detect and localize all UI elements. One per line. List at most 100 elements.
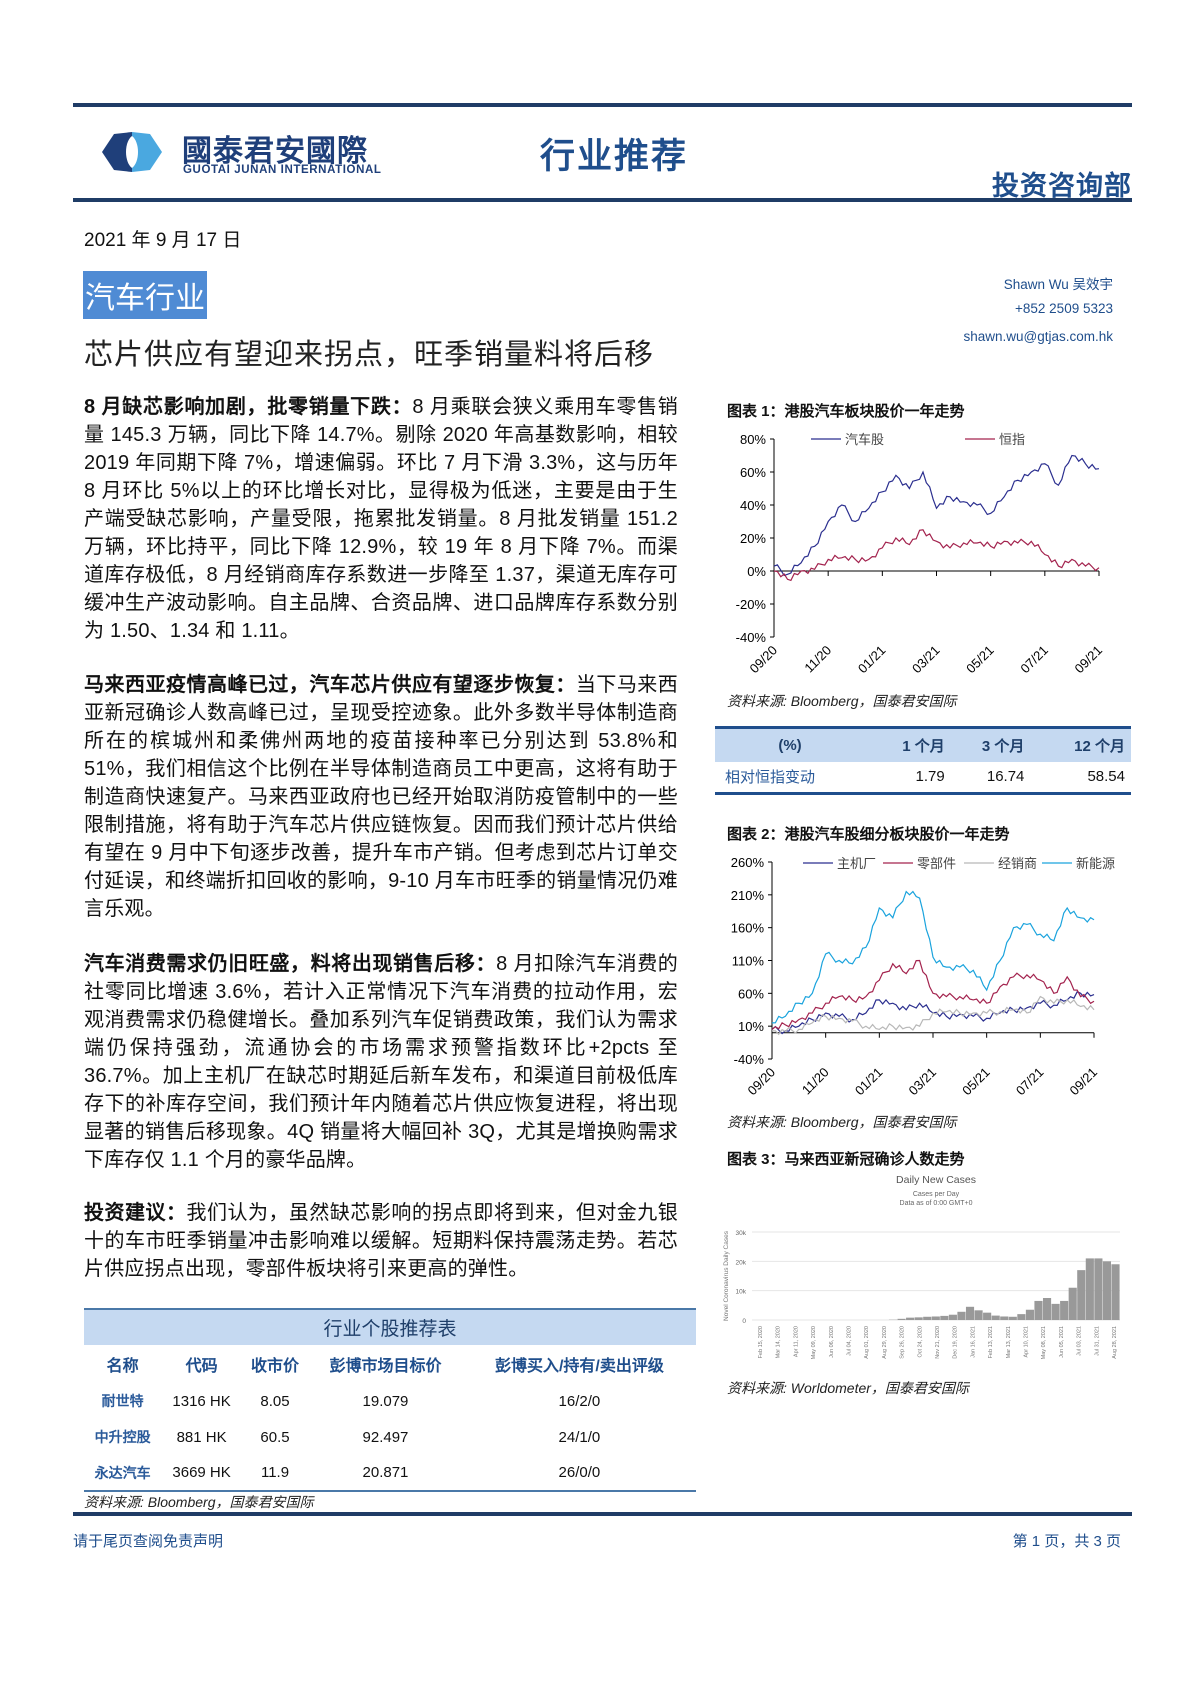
x-tick-label: 01/21 bbox=[855, 643, 889, 677]
legend-label: 汽车股 bbox=[845, 432, 884, 447]
case-bar bbox=[1051, 1303, 1060, 1320]
case-bar bbox=[931, 1316, 940, 1320]
logo-mark-icon bbox=[102, 132, 162, 172]
x-tick-label: 03/21 bbox=[909, 643, 943, 677]
case-bar bbox=[1034, 1300, 1043, 1320]
x-tick-label: 01/21 bbox=[852, 1065, 886, 1099]
y-tick-label: 110% bbox=[732, 954, 765, 969]
logo-english-name: GUOTAI JUNAN INTERNATIONAL bbox=[183, 164, 382, 176]
table-row: 永达汽车 3669 HK 11.9 20.871 26/0/0 bbox=[84, 1455, 696, 1491]
case-bar bbox=[923, 1316, 932, 1320]
stock-code: 881 HK bbox=[176, 1428, 227, 1446]
x-tick-label: 09/21 bbox=[1072, 643, 1106, 677]
table-row: 耐世特 1316 HK 8.05 19.079 16/2/0 bbox=[84, 1383, 696, 1419]
case-bar bbox=[1077, 1270, 1086, 1320]
x-tick-label: Oct 24, 2020 bbox=[917, 1326, 923, 1358]
x-tick-label: Jun 06, 2020 bbox=[829, 1326, 835, 1358]
paragraph-lead: 马来西亚疫情高峰已过，汽车芯片供应有望逐步恢复： bbox=[84, 674, 576, 696]
disclaimer-note[interactable]: 请于尾页查阅免责声明 bbox=[73, 1533, 224, 1550]
headline: 芯片供应有望迎来拐点，旺季销量料将后移 bbox=[84, 339, 655, 371]
chart1-source: 资料来源: Bloomberg，国泰君安国际 bbox=[727, 693, 957, 709]
case-bar bbox=[906, 1317, 915, 1320]
x-tick-label: Mar 14, 2020 bbox=[776, 1326, 782, 1358]
col-header: 12 个月 bbox=[1024, 727, 1131, 762]
y-tick-label: -40% bbox=[736, 630, 767, 645]
legend-label: 新能源 bbox=[1076, 856, 1115, 871]
relative-performance-table: (%) 1 个月 3 个月 12 个月 相对恒指变动 1.79 16.74 58… bbox=[715, 726, 1131, 795]
paragraph-text: 我们认为，虽然缺芯影响的拐点即将到来，但对金九银十的车市旺季销量冲击影响难以缓解… bbox=[84, 1202, 678, 1280]
case-bar bbox=[940, 1315, 949, 1320]
close-price: 11.9 bbox=[260, 1464, 290, 1481]
x-tick-label: Dec 19, 2020 bbox=[953, 1326, 959, 1359]
department: 投资咨询部 bbox=[992, 171, 1132, 201]
case-bar bbox=[897, 1318, 906, 1320]
stock-recommendation-table: 行业个股推荐表 名称 代码 收市价 彭博市场目标价 彭博买入/持有/卖出评级 耐… bbox=[84, 1308, 696, 1492]
case-bar bbox=[1042, 1298, 1052, 1320]
x-tick-label: 05/21 bbox=[959, 1065, 993, 1099]
x-tick-label: Sep 26, 2020 bbox=[900, 1326, 906, 1359]
x-tick-label: 07/21 bbox=[1013, 1065, 1047, 1099]
case-bar bbox=[1025, 1309, 1034, 1320]
paragraph-demand: 汽车消费需求仍旧旺盛，料将出现销售后移：8 月扣除汽车消费的社零同比增速 3.6… bbox=[84, 950, 678, 1174]
rating: 26/0/0 bbox=[558, 1464, 601, 1481]
table-title: 行业个股推荐表 bbox=[84, 1309, 696, 1345]
legend-label: 经销商 bbox=[998, 856, 1037, 871]
y-tick-label: 0 bbox=[742, 1318, 746, 1325]
page-number: 第 1 页，共 3 页 bbox=[1012, 1533, 1121, 1550]
paragraph-sales: 8 月缺芯影响加剧，批零销量下跌：8 月乘联会狭义乘用车零售销量 145.3 万… bbox=[84, 393, 678, 645]
y-tick-label: 260% bbox=[731, 855, 765, 870]
y-tick-label: 10k bbox=[736, 1289, 747, 1296]
legend-label: 主机厂 bbox=[837, 856, 876, 871]
x-tick-label: May 08, 2021 bbox=[1041, 1326, 1047, 1359]
perf-1m: 1.79 bbox=[915, 768, 945, 786]
x-tick-label: Feb 13, 2021 bbox=[988, 1326, 994, 1358]
rating: 24/1/0 bbox=[558, 1428, 601, 1446]
col-header: 1 个月 bbox=[865, 727, 945, 762]
x-tick-label: May 09, 2020 bbox=[811, 1326, 817, 1359]
chart2-title: 图表 2：港股汽车股细分板块股价一年走势 bbox=[727, 826, 1010, 843]
y-tick-label: 210% bbox=[731, 888, 765, 903]
stock-code: 3669 HK bbox=[172, 1464, 231, 1481]
y-tick-label: 40% bbox=[740, 498, 766, 513]
y-tick-label: -40% bbox=[734, 1052, 765, 1067]
chart2-source: 资料来源: Bloomberg，国泰君安国际 bbox=[727, 1114, 957, 1130]
y-tick-label: 20k bbox=[736, 1259, 747, 1266]
x-tick-label: Aug 28, 2021 bbox=[1112, 1326, 1118, 1359]
stock-name: 中升控股 bbox=[94, 1429, 151, 1445]
header-rule bbox=[73, 198, 1132, 202]
x-tick-label: 11/20 bbox=[801, 643, 834, 676]
x-tick-label: 09/21 bbox=[1067, 1065, 1101, 1099]
report-type: 行业推荐 bbox=[540, 137, 689, 176]
paragraph-text: 8 月扣除汽车消费的社零同比增速 3.6%，若计入正常情况下汽车消费的拉动作用，… bbox=[84, 953, 679, 1171]
perf-row: 相对恒指变动 1.79 16.74 58.54 bbox=[715, 762, 1131, 794]
case-bar bbox=[1068, 1287, 1077, 1320]
col-header: 收市价 bbox=[251, 1358, 300, 1375]
stock-name: 耐世特 bbox=[101, 1393, 144, 1409]
chart3-svg: Daily New Cases Cases per Day Data as of 0… bbox=[723, 1174, 1120, 1359]
chart-title: Daily New Cases bbox=[896, 1174, 976, 1186]
x-tick-label: Apr 11, 2020 bbox=[793, 1326, 799, 1357]
case-bar bbox=[1111, 1264, 1120, 1320]
x-tick-label: 07/21 bbox=[1017, 643, 1051, 677]
target-price: 20.871 bbox=[362, 1464, 409, 1481]
case-bar bbox=[965, 1306, 975, 1320]
y-tick-label: 80% bbox=[740, 432, 766, 447]
author-email[interactable]: shawn.wu@gtjas.com.hk bbox=[963, 329, 1113, 344]
table-header-row: 名称 代码 收市价 彭博市场目标价 彭博买入/持有/卖出评级 bbox=[84, 1345, 696, 1383]
x-tick-label: Aug 29, 2020 bbox=[882, 1326, 888, 1359]
paragraph-lead: 8 月缺芯影响加剧，批零销量下跌： bbox=[84, 396, 413, 418]
y-axis-label: Novel Coronavirus Daily Cases bbox=[723, 1230, 730, 1321]
x-tick-label: 05/21 bbox=[963, 643, 997, 677]
x-tick-label: 11/20 bbox=[799, 1065, 832, 1098]
paragraph-text: 当下马来西亚新冠确诊人数高峰已过，呈现受控迹象。此外多数半导体制造商所在的槟城州… bbox=[84, 674, 678, 920]
col-header: 名称 bbox=[106, 1358, 139, 1375]
perf-3m: 16.74 bbox=[986, 768, 1025, 786]
y-tick-label: 60% bbox=[738, 986, 764, 1001]
legend-label: 恒指 bbox=[999, 432, 1025, 447]
col-header: 彭博买入/持有/卖出评级 bbox=[494, 1358, 664, 1375]
col-header: (%) bbox=[715, 727, 865, 762]
x-tick-label: Aug 01, 2020 bbox=[864, 1326, 870, 1359]
row-label: 相对恒指变动 bbox=[725, 769, 816, 787]
close-price: 60.5 bbox=[260, 1428, 290, 1446]
y-tick-label: 0% bbox=[747, 564, 766, 579]
